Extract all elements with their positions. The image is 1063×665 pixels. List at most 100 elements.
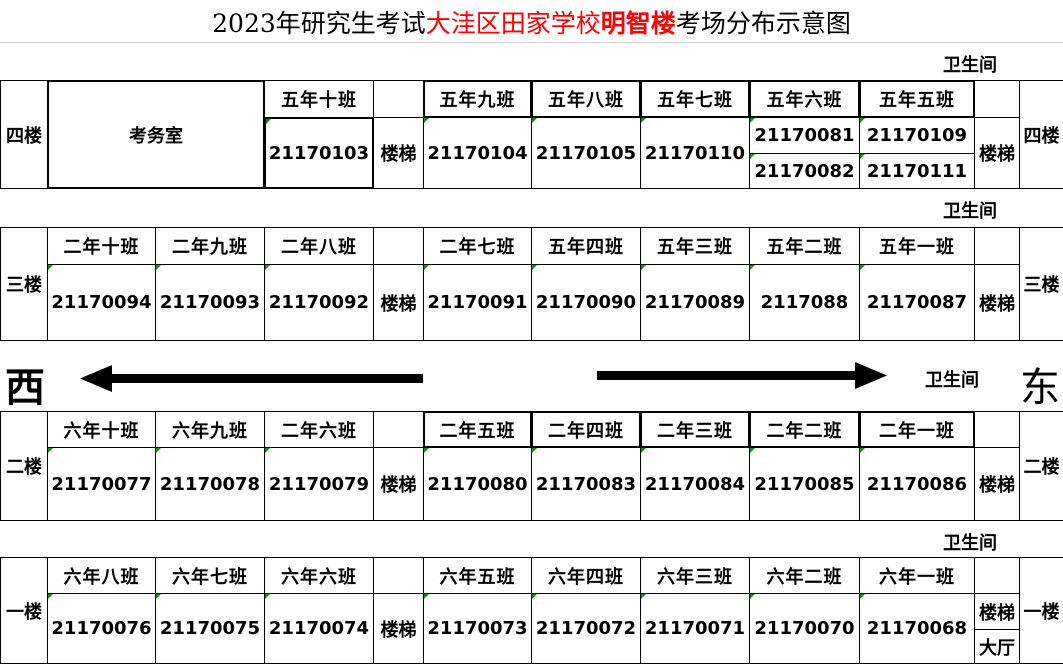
empty-cell (373, 80, 424, 118)
class-name-cell: 二年五班 (423, 411, 532, 448)
class-name-cell: 六年四班 (531, 557, 641, 594)
exam-room-number: 21170074 (264, 593, 374, 664)
class-name-cell: 二年六班 (264, 411, 374, 448)
title-part-4: 考场分布示意图 (675, 9, 851, 38)
exam-room-number: 21170091 (423, 264, 532, 341)
stairs-cell: 楼梯 (373, 117, 424, 189)
west-label: 西 (5, 365, 45, 411)
class-name-cell: 二年十班 (47, 227, 156, 265)
class-name-cell: 六年八班 (47, 557, 156, 594)
class-name-cell: 二年八班 (264, 227, 374, 265)
stairs-cell: 楼梯 (373, 447, 424, 521)
east-label: 东 (1020, 365, 1060, 411)
floor-label-left: 一楼 (0, 557, 48, 664)
empty-cell (373, 557, 424, 594)
class-name-cell: 五年一班 (859, 227, 975, 265)
class-name-cell: 五年七班 (640, 80, 750, 118)
exam-room-number: 2117088 (749, 264, 860, 341)
exam-room-number: 21170070 (749, 593, 860, 664)
exam-room-number: 21170103 (264, 117, 374, 189)
class-name-cell: 二年一班 (859, 411, 975, 448)
exam-room-number: 21170080 (423, 447, 532, 521)
floor-label-left: 四楼 (0, 80, 48, 189)
exam-room-number: 21170085 (749, 447, 860, 521)
stairs-cell: 楼梯 (974, 117, 1020, 189)
exam-room-number: 21170086 (859, 447, 975, 521)
exam-room-number: 21170075 (155, 593, 265, 664)
stairs-cell: 楼梯 (974, 264, 1020, 341)
page-title: 2023年研究生考试大洼区田家学校明智楼考场分布示意图 (0, 4, 1063, 40)
empty-cell (974, 557, 1020, 594)
class-name-cell: 五年五班 (859, 80, 975, 118)
empty-cell (373, 227, 424, 265)
title-part-1: 2023年研究生考试 (212, 9, 426, 38)
stairs-cell: 楼梯 (974, 593, 1020, 630)
gridline (0, 42, 1063, 43)
exam-room-number: 21170083 (531, 447, 641, 521)
floor-label-left: 三楼 (0, 227, 48, 341)
class-name-cell: 六年一班 (859, 557, 975, 594)
exam-room-number: 21170093 (155, 264, 265, 341)
exam-room-number: 21170089 (640, 264, 750, 341)
class-name-cell: 六年十班 (47, 411, 156, 448)
floor-label-right: 一楼 (1019, 557, 1063, 664)
exam-room-number: 21170109 (859, 117, 975, 154)
exam-office-cell: 考务室 (47, 80, 265, 189)
class-name-cell: 二年九班 (155, 227, 265, 265)
exam-room-number: 21170111 (859, 153, 975, 189)
exam-room-number: 21170068 (859, 593, 975, 664)
exam-room-number: 21170090 (531, 264, 641, 341)
floor-label-right: 三楼 (1019, 227, 1063, 341)
exam-room-number: 21170094 (47, 264, 156, 341)
floor-label-left: 二楼 (0, 411, 48, 521)
exam-room-number: 21170076 (47, 593, 156, 664)
stairs-cell: 楼梯 (373, 593, 424, 664)
class-name-cell: 二年七班 (423, 227, 532, 265)
class-name-cell: 六年六班 (264, 557, 374, 594)
exam-room-number: 21170110 (640, 117, 750, 189)
floor-label-right: 二楼 (1019, 411, 1063, 521)
class-name-cell: 五年十班 (264, 80, 374, 118)
west-arrow-icon (80, 365, 423, 392)
exam-room-number: 21170092 (264, 264, 374, 341)
stairs-cell: 楼梯 (974, 447, 1020, 521)
class-name-cell: 六年三班 (640, 557, 750, 594)
class-name-cell: 五年六班 (749, 80, 860, 118)
class-name-cell: 二年四班 (531, 411, 641, 448)
class-name-cell: 六年二班 (749, 557, 860, 594)
exam-room-number: 21170081 (749, 117, 860, 154)
empty-cell (974, 411, 1020, 448)
class-name-cell: 二年三班 (640, 411, 750, 448)
title-part-3: 明智楼 (600, 9, 676, 38)
empty-cell (373, 411, 424, 448)
exam-room-number: 21170078 (155, 447, 265, 521)
class-name-cell: 五年二班 (749, 227, 860, 265)
exam-room-number: 21170071 (640, 593, 750, 664)
class-name-cell: 六年五班 (423, 557, 532, 594)
class-name-cell: 五年四班 (531, 227, 641, 265)
exam-room-number: 21170104 (423, 117, 532, 189)
empty-cell (974, 227, 1020, 265)
class-name-cell: 五年八班 (531, 80, 641, 118)
exam-room-number: 21170073 (423, 593, 532, 664)
class-name-cell: 六年七班 (155, 557, 265, 594)
title-part-2: 大洼区田家学校 (425, 9, 601, 38)
empty-cell (974, 80, 1020, 118)
restroom-label: 卫生间 (943, 201, 997, 222)
exam-room-number: 21170079 (264, 447, 374, 521)
exam-room-number: 21170105 (531, 117, 641, 189)
restroom-label: 卫生间 (925, 370, 979, 391)
exam-room-number: 21170072 (531, 593, 641, 664)
exam-room-number: 21170084 (640, 447, 750, 521)
exam-room-number: 21170082 (749, 153, 860, 189)
restroom-label: 卫生间 (943, 55, 997, 76)
restroom-label: 卫生间 (943, 533, 997, 554)
class-name-cell: 五年九班 (423, 80, 532, 118)
floor-label-right: 四楼 (1019, 80, 1063, 189)
hall-cell: 大厅 (974, 629, 1020, 664)
stairs-cell: 楼梯 (373, 264, 424, 341)
class-name-cell: 二年二班 (749, 411, 860, 448)
class-name-cell: 五年三班 (640, 227, 750, 265)
east-arrow-icon (597, 362, 887, 389)
